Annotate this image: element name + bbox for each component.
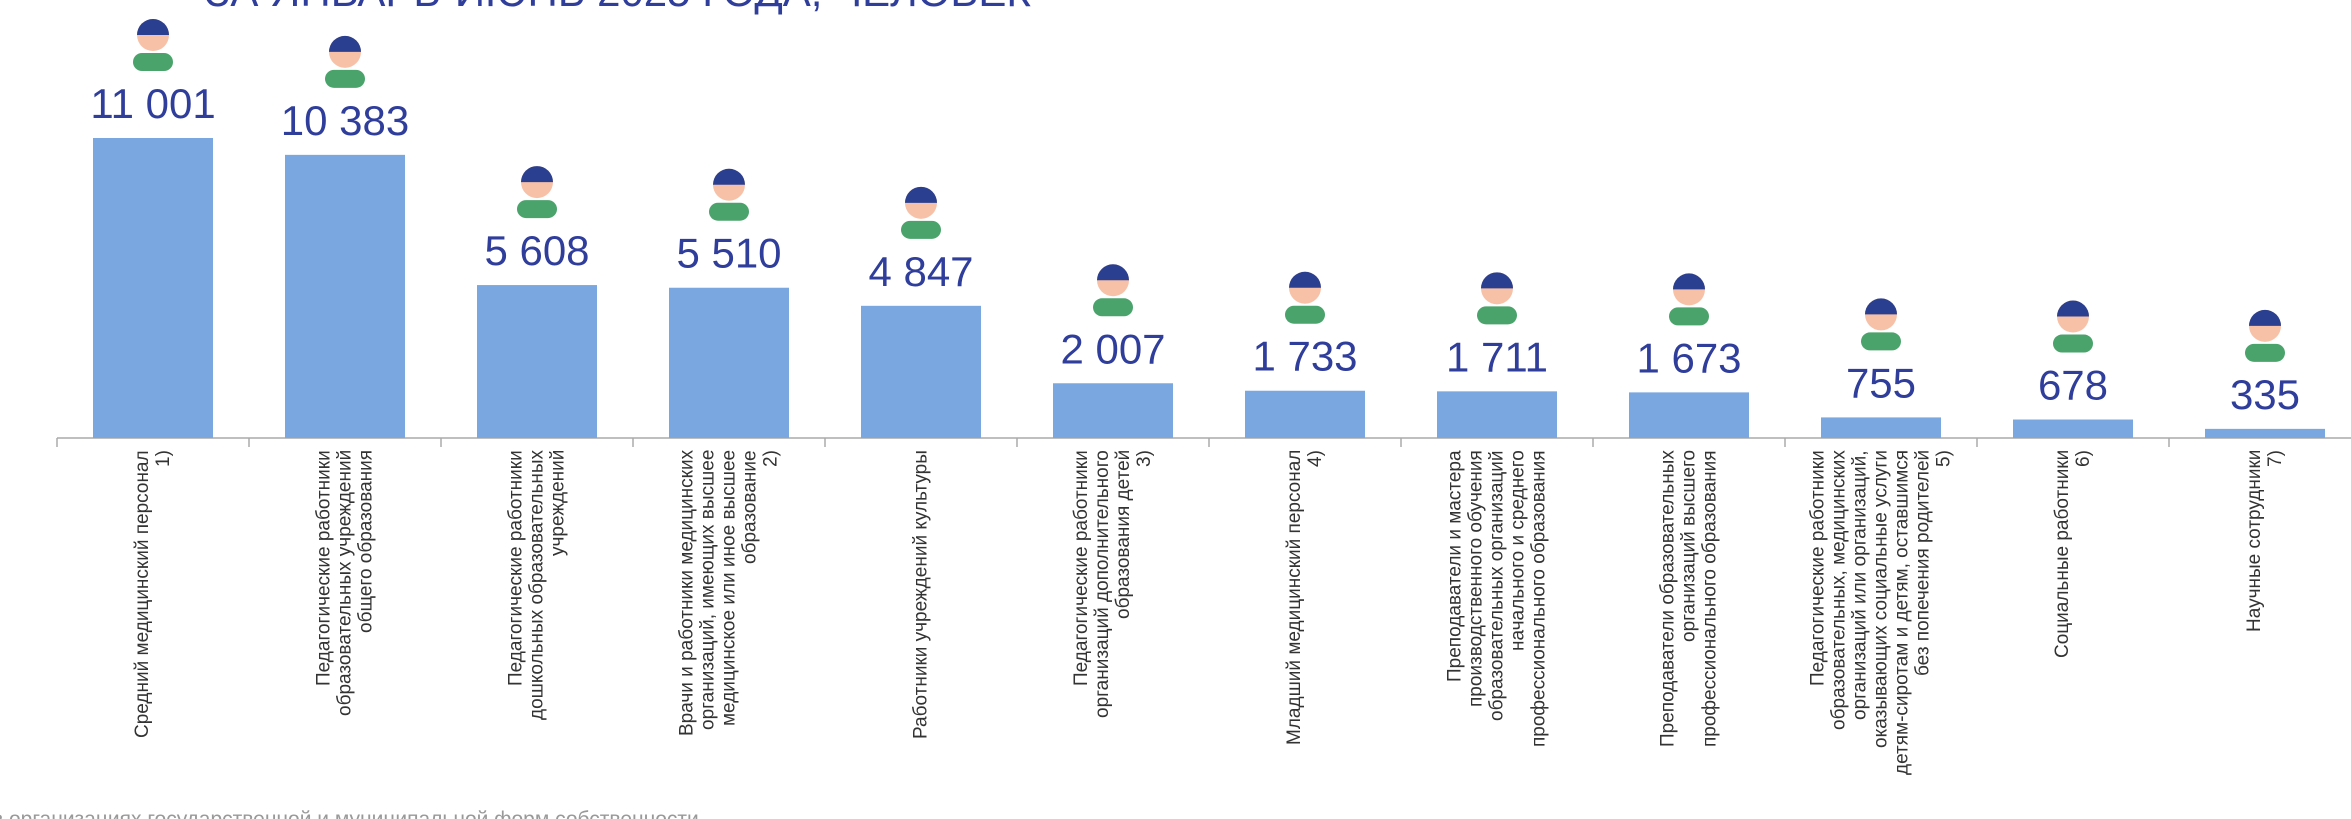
icon-hair [713, 169, 745, 185]
icon-body [901, 221, 941, 239]
value-label: 5 608 [484, 227, 589, 274]
x-tick-label: Научные сотрудники 7) [2244, 450, 2286, 780]
footnote: в организациях государственной и муницип… [0, 808, 699, 819]
x-tick-label: Педагогические работники образовательных… [1808, 450, 1955, 780]
value-label: 678 [2038, 362, 2108, 409]
icon-hair [905, 187, 937, 203]
icon-hair [329, 36, 361, 52]
x-tick-label: Педагогические работники дошкольных обра… [506, 450, 569, 780]
icon-hair [2057, 301, 2089, 317]
bar [2205, 429, 2325, 438]
icon-hair [137, 19, 169, 35]
value-label: 1 673 [1636, 334, 1741, 381]
icon-hair [1673, 273, 1705, 289]
value-label: 4 847 [868, 248, 973, 295]
icon-hair [1097, 264, 1129, 280]
x-tick-label: Работники учреждений культуры [911, 450, 932, 780]
icon-hair [1289, 272, 1321, 288]
x-tick-label: Преподаватели образовательных организаци… [1658, 450, 1721, 780]
x-tick-label: Педагогические работники образовательных… [314, 450, 377, 780]
bar [861, 306, 981, 438]
icon-body [1861, 332, 1901, 350]
x-tick-label: Преподаватели и мастера производственног… [1445, 450, 1550, 780]
bar [1629, 392, 1749, 438]
icon-body [133, 53, 173, 71]
icon-body [1477, 306, 1517, 324]
bar [669, 288, 789, 438]
x-tick-label: Социальные работники 6) [2052, 450, 2094, 780]
bar [1245, 391, 1365, 438]
icon-body [325, 70, 365, 88]
icon-hair [2249, 310, 2281, 326]
value-label: 335 [2230, 371, 2300, 418]
icon-body [709, 203, 749, 221]
bar [477, 285, 597, 438]
icon-body [1093, 298, 1133, 316]
value-label: 755 [1846, 359, 1916, 406]
icon-body [517, 200, 557, 218]
page: ЗА ЯНВАРЬ-ИЮНЬ 2025 ГОДА, ЧЕЛОВЕК в орга… [0, 0, 2351, 819]
value-label: 10 383 [281, 97, 409, 144]
icon-hair [521, 166, 553, 182]
bar [2013, 420, 2133, 438]
bar [1053, 383, 1173, 438]
bar [1821, 417, 1941, 438]
value-label: 1 733 [1252, 333, 1357, 380]
chart-title: ЗА ЯНВАРЬ-ИЮНЬ 2025 ГОДА, ЧЕЛОВЕК [205, 0, 1031, 15]
icon-hair [1865, 298, 1897, 314]
value-label: 2 007 [1060, 325, 1165, 372]
value-label: 1 711 [1446, 333, 1548, 380]
icon-body [2053, 335, 2093, 353]
bar [285, 155, 405, 438]
x-tick-label: Младший медицинский персонал 4) [1284, 450, 1326, 780]
bar [1437, 391, 1557, 438]
icon-body [1285, 306, 1325, 324]
x-tick-label: Педагогические работники организаций доп… [1071, 450, 1155, 780]
icon-body [2245, 344, 2285, 362]
value-label: 11 001 [90, 80, 215, 127]
icon-body [1669, 307, 1709, 325]
value-label: 5 510 [676, 230, 781, 277]
bar [93, 138, 213, 438]
x-tick-label: Врачи и работники медицинских организаци… [677, 450, 782, 780]
icon-hair [1481, 272, 1513, 288]
x-tick-label: Средний медицинский персонал 1) [132, 450, 174, 780]
